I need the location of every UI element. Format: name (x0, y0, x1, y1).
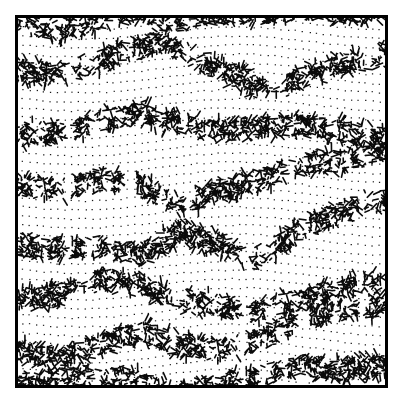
aggregate-band-7 (18, 288, 385, 373)
aggregate-band-3 (18, 96, 385, 157)
band-7-strands (18, 288, 385, 373)
band-8-strands (18, 348, 385, 385)
band-2-strands (18, 27, 385, 101)
aggregate-band-2 (18, 27, 385, 101)
aggregate-band-6 (18, 266, 385, 328)
band-6-strands (18, 266, 385, 328)
aggregate-band-1 (18, 18, 385, 48)
band-5-strands (18, 189, 385, 271)
aggregate-bands-layer (18, 18, 385, 385)
plot-frame (15, 15, 388, 388)
aggregate-band-5 (18, 189, 385, 271)
band-4-strands (18, 136, 385, 218)
band-1-strands (18, 18, 385, 48)
aggregate-band-8 (18, 348, 385, 385)
aggregate-band-4 (18, 136, 385, 218)
band-3-strands (18, 96, 385, 157)
